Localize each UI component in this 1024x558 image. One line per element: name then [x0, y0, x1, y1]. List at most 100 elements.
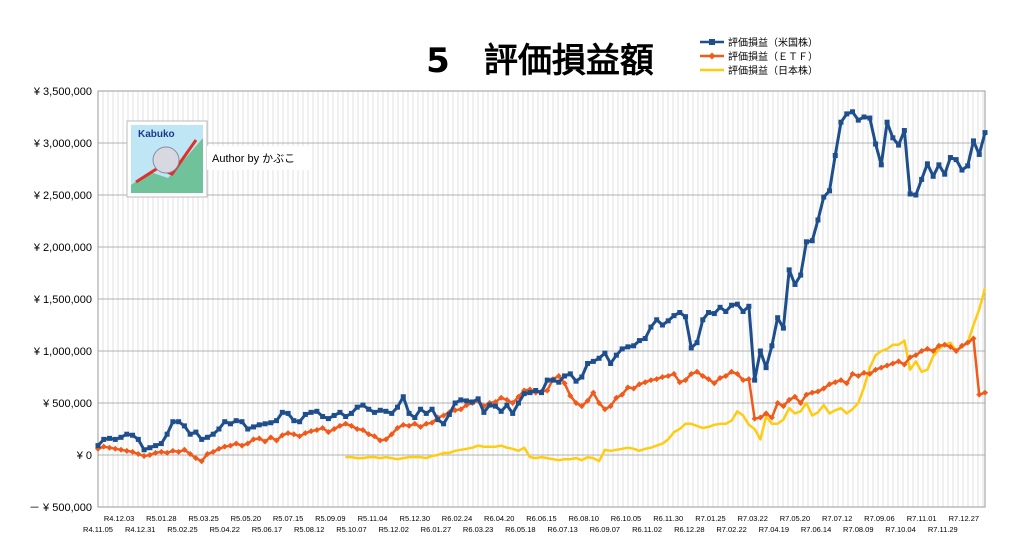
x-tick-label: R6.10.05	[611, 514, 641, 523]
data-point	[706, 310, 712, 316]
data-point	[602, 350, 608, 356]
data-point	[791, 393, 798, 400]
data-point	[676, 379, 683, 386]
x-tick-label: R4.12.03	[104, 514, 134, 523]
x-tick-label: R5.10.07	[336, 525, 366, 534]
data-point	[855, 117, 861, 123]
data-point	[204, 450, 211, 457]
data-point	[274, 418, 280, 424]
data-point	[707, 426, 710, 428]
data-point	[596, 355, 602, 361]
data-point	[368, 456, 370, 458]
legend-label: 評価損益（米国株）	[728, 36, 818, 49]
data-point	[135, 450, 142, 457]
data-point	[181, 423, 187, 429]
data-point	[118, 446, 125, 453]
data-point	[745, 376, 752, 383]
data-point	[792, 281, 798, 287]
x-tick-label: R5.06.17	[252, 525, 282, 534]
data-point	[890, 135, 896, 141]
y-tick-label: ¥ 0	[76, 450, 92, 462]
data-point	[984, 288, 986, 290]
data-point	[466, 448, 468, 450]
data-point	[898, 344, 900, 346]
data-point	[919, 176, 925, 182]
data-point	[711, 311, 717, 317]
data-point	[751, 415, 758, 422]
data-point	[158, 448, 165, 455]
data-point	[239, 419, 245, 425]
data-point	[385, 456, 387, 458]
data-point	[331, 412, 337, 418]
x-tick-label: R7.12.27	[949, 514, 979, 523]
data-point	[302, 411, 308, 417]
data-point	[503, 396, 510, 403]
data-point	[642, 379, 649, 386]
x-tick-label: R5.02.25	[167, 525, 197, 534]
x-tick-label: R7.08.09	[843, 525, 873, 534]
x-tick-label: R7.09.06	[864, 514, 894, 523]
data-point	[336, 422, 343, 429]
data-point	[849, 370, 856, 377]
x-tick-label: R5.12.30	[400, 514, 430, 523]
data-point	[320, 414, 326, 420]
data-point	[901, 128, 907, 134]
legend-label: 評価損益（ＥＴＦ）	[728, 50, 818, 63]
data-point	[233, 440, 240, 447]
data-point	[535, 457, 537, 459]
data-point	[418, 406, 424, 412]
data-point	[389, 410, 395, 416]
data-point	[661, 442, 664, 445]
data-point	[464, 398, 470, 404]
data-point	[383, 408, 389, 414]
data-point	[924, 161, 930, 167]
data-point	[642, 336, 648, 342]
data-point	[550, 377, 556, 383]
data-point	[578, 403, 585, 410]
data-point	[774, 400, 781, 406]
data-point	[423, 410, 429, 416]
data-point	[262, 421, 268, 427]
data-point	[665, 372, 672, 379]
data-point	[437, 454, 439, 456]
data-point	[901, 361, 908, 368]
x-tick-label: R6.01.27	[421, 525, 451, 534]
data-point	[653, 376, 660, 383]
series-layer	[95, 109, 988, 465]
data-point	[285, 430, 292, 437]
data-point	[337, 409, 343, 415]
data-point	[688, 370, 695, 377]
data-point	[308, 409, 314, 415]
data-point	[719, 423, 721, 425]
author-label-bg	[207, 146, 311, 170]
data-point	[821, 194, 827, 200]
data-point	[809, 389, 816, 396]
data-point	[193, 429, 199, 435]
x-tick-label: R5.03.25	[188, 514, 218, 523]
data-point	[867, 115, 873, 121]
data-point	[610, 450, 612, 452]
data-point	[892, 344, 894, 346]
data-point	[838, 377, 845, 384]
data-point	[406, 410, 412, 416]
y-tick-label: ¥ 3,000,000	[33, 138, 92, 150]
data-point	[740, 308, 746, 314]
data-point	[164, 431, 170, 437]
x-tick-label: R4.12.31	[125, 525, 155, 534]
data-point	[907, 354, 914, 361]
data-point	[101, 436, 107, 442]
x-tick-label: R7.07.12	[822, 514, 852, 523]
data-point	[777, 423, 779, 425]
data-point	[573, 400, 580, 406]
data-point	[494, 446, 497, 448]
data-point	[880, 350, 882, 352]
data-point	[391, 457, 393, 459]
data-point	[475, 396, 481, 402]
data-point	[483, 446, 485, 448]
data-point	[913, 192, 919, 198]
x-tick-label: R6.09.07	[590, 525, 620, 534]
data-point	[851, 408, 854, 410]
data-point	[912, 352, 919, 359]
data-point	[763, 365, 769, 371]
